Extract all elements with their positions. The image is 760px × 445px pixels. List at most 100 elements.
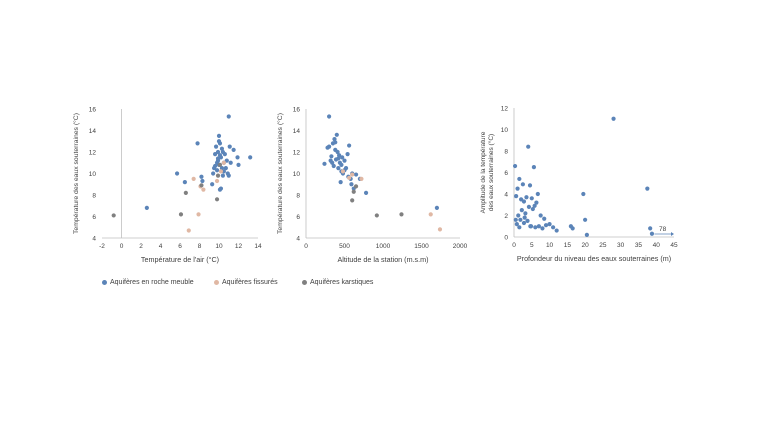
y-tick-label: 16 xyxy=(89,106,97,113)
data-point-meuble xyxy=(200,178,205,184)
data-point-meuble xyxy=(517,225,522,230)
data-point-meuble xyxy=(349,182,354,187)
data-point-meuble xyxy=(332,137,337,142)
data-point-meuble xyxy=(340,155,345,160)
data-point-karstiques xyxy=(351,189,356,194)
data-point-fissures xyxy=(221,160,226,165)
data-point-meuble xyxy=(434,205,439,210)
data-point-fissures xyxy=(191,176,196,181)
legend-dot-fissures xyxy=(214,280,219,285)
data-point-meuble xyxy=(213,144,219,149)
data-point-meuble xyxy=(529,196,534,201)
data-point-meuble xyxy=(363,190,369,195)
data-point-meuble xyxy=(583,217,588,222)
x-tick-label: 2000 xyxy=(453,243,468,250)
data-point-meuble xyxy=(144,205,149,210)
x-tick-label: 15 xyxy=(564,242,572,249)
chart-3: 0 5 10 15 20 25 30 35 40 45 0 2 4 6 8 10 12 Profondeur du… xyxy=(480,105,678,263)
data-point-meuble xyxy=(226,173,231,178)
data-point-meuble xyxy=(236,162,241,167)
data-point-meuble xyxy=(336,166,341,171)
data-point-meuble xyxy=(525,218,530,223)
data-point-meuble xyxy=(322,161,327,166)
data-point-meuble xyxy=(584,232,589,237)
data-point-meuble xyxy=(211,171,216,176)
y-tick-label: 4 xyxy=(504,191,508,198)
legend-dot-meuble xyxy=(102,280,107,285)
data-point-fissures xyxy=(350,172,355,177)
data-point-karstiques xyxy=(178,212,184,217)
data-point-meuble xyxy=(221,169,226,174)
x-tick-label: 12 xyxy=(235,243,243,250)
data-point-meuble xyxy=(228,160,233,165)
data-point-fissures xyxy=(347,175,352,180)
data-point-meuble xyxy=(523,211,528,216)
data-point-meuble xyxy=(223,166,228,171)
data-point-karstiques xyxy=(183,190,188,195)
data-point-meuble xyxy=(329,154,334,159)
data-point-karstiques xyxy=(374,213,379,218)
legend: Aquifères en roche meuble Aquifères fiss… xyxy=(96,279,516,293)
y-tick-label: 0 xyxy=(504,234,508,241)
y-tick-label: 6 xyxy=(92,214,96,221)
data-point-meuble xyxy=(521,220,527,226)
x-tick-label: 20 xyxy=(581,242,589,249)
data-point-meuble xyxy=(540,226,545,231)
data-point-meuble xyxy=(235,155,240,160)
y-tick-label: 6 xyxy=(296,214,300,221)
data-point-meuble xyxy=(342,158,347,163)
x-tick-label: 35 xyxy=(635,242,643,249)
x-axis-title: Altitude de la station (m.s.m) xyxy=(337,255,428,264)
data-point-meuble xyxy=(648,226,653,231)
x-tick-label: 0 xyxy=(304,243,308,250)
y-axis-title-line2: des eaux souterraines (°C) xyxy=(487,134,495,211)
data-point-karstiques xyxy=(111,213,116,218)
data-point-meuble xyxy=(522,215,527,220)
data-point-meuble xyxy=(551,225,556,230)
x-tick-label: -2 xyxy=(99,243,105,250)
data-point-meuble xyxy=(347,143,352,148)
data-point-karstiques xyxy=(399,212,404,217)
data-point-meuble xyxy=(220,173,225,178)
legend-dot-karstiques xyxy=(302,280,307,285)
data-point-meuble xyxy=(520,182,525,187)
x-tick-label: 0 xyxy=(512,242,516,249)
data-point-meuble xyxy=(216,139,222,144)
data-point-meuble xyxy=(220,149,225,155)
data-point-meuble xyxy=(182,180,187,185)
data-point-meuble xyxy=(213,163,218,169)
data-point-meuble xyxy=(524,195,529,200)
data-point-meuble xyxy=(649,231,655,236)
data-point-meuble xyxy=(216,133,222,138)
legend-item-meuble: Aquifères en roche meuble xyxy=(102,279,194,286)
data-point-meuble xyxy=(210,182,215,187)
data-point-fissures xyxy=(437,227,443,232)
y-tick-label: 14 xyxy=(89,128,97,135)
data-point-meuble xyxy=(512,163,518,169)
x-tick-label: 5 xyxy=(530,242,534,249)
data-point-meuble xyxy=(519,208,524,213)
y-tick-label: 10 xyxy=(501,127,509,134)
x-tick-label: 40 xyxy=(653,242,661,249)
data-point-meuble xyxy=(611,116,616,121)
legend-item-karstiques: Aquifères karstiques xyxy=(302,279,373,286)
data-point-meuble xyxy=(531,165,537,170)
data-point-meuble xyxy=(224,158,229,163)
data-point-meuble xyxy=(219,166,225,171)
data-point-meuble xyxy=(215,149,221,155)
data-point-meuble xyxy=(327,114,332,119)
data-point-meuble xyxy=(516,213,521,218)
x-tick-label: 10 xyxy=(215,243,223,250)
data-point-fissures xyxy=(359,176,364,181)
y-axis-title: Température des eaux souterraines (°C) xyxy=(276,113,284,234)
x-tick-label: 1500 xyxy=(414,243,429,250)
data-point-fissures xyxy=(186,228,191,233)
data-point-meuble xyxy=(195,141,200,146)
data-point-meuble xyxy=(215,158,221,163)
chart-2: 0 500 1000 1500 2000 4 6 8 10 12 14 16 Altitude de l… xyxy=(276,106,468,264)
x-axis-title: Profondeur du niveau des eaux souterrain… xyxy=(517,254,671,263)
x-tick-label: 2 xyxy=(139,243,143,250)
annotation-arrowhead xyxy=(671,232,674,236)
data-point-meuble xyxy=(337,153,342,158)
data-point-meuble xyxy=(213,152,218,157)
